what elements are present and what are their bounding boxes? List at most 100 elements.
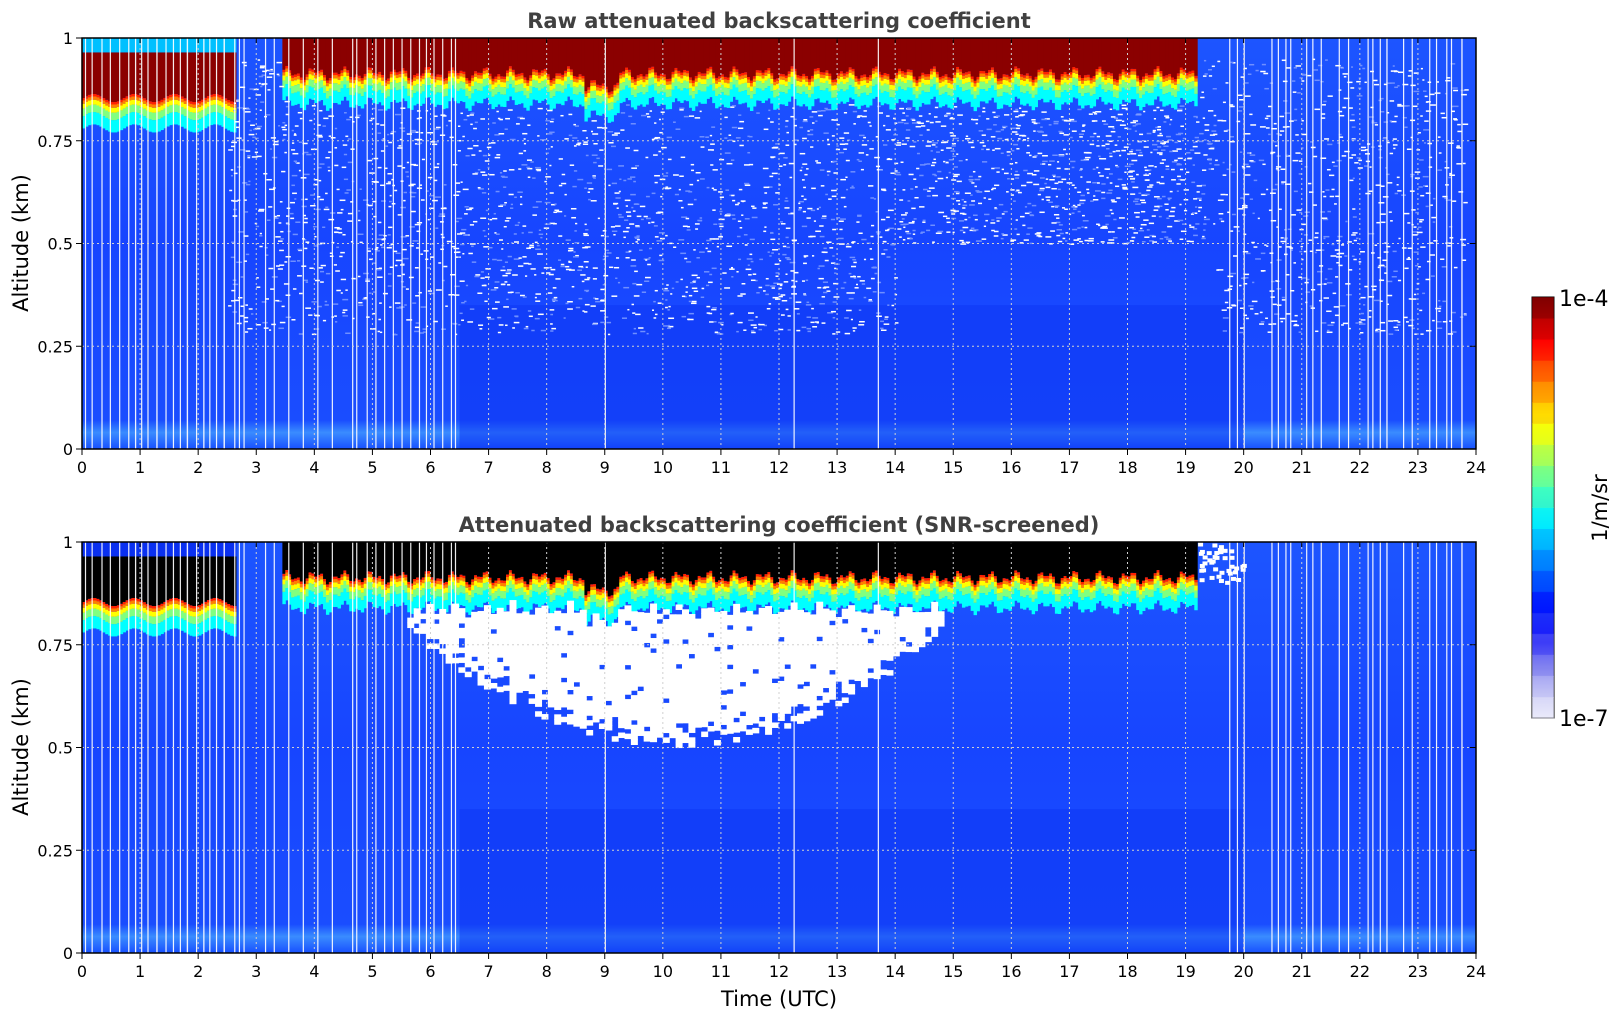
cloud-edge xyxy=(918,76,922,79)
noise-speckle xyxy=(509,138,516,141)
cloud-edge xyxy=(1028,86,1033,94)
cloud-edge xyxy=(558,84,562,92)
noise-speckle xyxy=(813,220,817,222)
noise-speckle xyxy=(1109,108,1113,111)
cloud-edge xyxy=(706,70,710,75)
noise-speckle xyxy=(673,121,676,123)
noise-speckle xyxy=(690,302,697,305)
cloud-edge xyxy=(1115,82,1120,86)
noise-speckle xyxy=(653,137,660,140)
cloud-edge xyxy=(166,106,170,115)
noise-speckle xyxy=(832,160,838,163)
noise-speckle xyxy=(345,289,348,291)
noise-speckle xyxy=(1407,222,1411,224)
cloud-edge xyxy=(921,83,925,91)
cloud-edge xyxy=(938,79,943,83)
cloud-edge xyxy=(360,96,365,109)
noise-speckle xyxy=(1114,117,1117,120)
cloud-edge xyxy=(331,90,336,104)
noise-speckle xyxy=(427,290,432,292)
noise-speckle xyxy=(897,228,902,230)
noise-speckle xyxy=(856,221,860,223)
cloud-edge xyxy=(932,68,937,73)
noise-speckle xyxy=(286,223,291,226)
noise-speckle xyxy=(584,187,587,189)
noise-speckle xyxy=(950,135,956,137)
noise-speckle xyxy=(309,119,313,122)
noise-speckle xyxy=(1015,133,1019,136)
noise-speckle xyxy=(652,309,655,311)
noise-speckle xyxy=(241,139,244,141)
cloud-edge xyxy=(555,75,559,80)
noise-speckle xyxy=(1244,67,1247,70)
noise-speckle xyxy=(768,109,771,112)
above-cloud xyxy=(151,38,156,53)
cloud-edge xyxy=(869,85,873,94)
cloud-edge xyxy=(834,97,838,110)
cloud-edge xyxy=(1156,71,1160,77)
cloud-edge xyxy=(964,82,969,91)
noise-speckle xyxy=(795,280,798,283)
cloud-edge xyxy=(950,84,954,90)
noise-speckle xyxy=(1246,252,1251,255)
noise-speckle xyxy=(1250,308,1254,310)
noise-speckle xyxy=(1058,154,1065,156)
cloud-edge xyxy=(543,71,548,75)
noise-speckle xyxy=(1341,155,1347,157)
noise-speckle xyxy=(1351,66,1354,68)
cloud-edge xyxy=(305,74,310,77)
noise-speckle xyxy=(645,156,649,159)
noise-speckle xyxy=(1144,179,1150,181)
cloud-layer xyxy=(372,38,376,73)
noise-speckle xyxy=(318,267,323,269)
cloud-edge xyxy=(299,95,304,108)
noise-speckle xyxy=(1064,208,1068,210)
noise-speckle xyxy=(1014,228,1018,230)
cloud-edge xyxy=(520,72,524,76)
cloud-edge xyxy=(305,80,310,86)
cloud-edge xyxy=(993,82,998,91)
cloud-edge xyxy=(1142,82,1146,88)
cloud-edge xyxy=(230,112,234,120)
noise-speckle xyxy=(1053,120,1059,123)
noise-speckle xyxy=(1323,283,1327,285)
cloud-edge xyxy=(866,77,870,80)
noise-speckle xyxy=(1389,82,1395,84)
noise-speckle xyxy=(685,286,689,288)
noise-speckle xyxy=(1110,199,1115,201)
cloud-edge xyxy=(895,83,899,91)
noise-speckle xyxy=(1093,195,1096,197)
cloud-edge xyxy=(854,86,858,95)
noise-speckle xyxy=(1119,124,1126,126)
noise-speckle xyxy=(707,250,712,253)
noise-speckle xyxy=(714,331,719,333)
cloud-edge xyxy=(389,77,394,83)
cloud-edge xyxy=(758,88,763,101)
noise-speckle xyxy=(763,230,767,233)
noise-speckle xyxy=(1294,323,1298,326)
cloud-edge xyxy=(1049,87,1053,100)
noise-speckle xyxy=(1090,200,1094,202)
cloud-edge xyxy=(1098,69,1102,73)
cloud-edge xyxy=(601,94,606,102)
noise-speckle xyxy=(886,256,891,258)
noise-speckle xyxy=(658,118,661,121)
cloud-edge xyxy=(1124,89,1128,102)
noise-speckle xyxy=(517,221,521,224)
cloud-edge xyxy=(543,86,548,100)
cloud-edge xyxy=(709,84,713,98)
cloud-edge xyxy=(497,92,501,105)
noise-speckle xyxy=(913,141,917,143)
cloud-edge xyxy=(352,77,356,80)
noise-speckle xyxy=(1016,189,1020,192)
noise-speckle xyxy=(469,114,474,116)
cloud-edge xyxy=(506,88,510,101)
noise-speckle xyxy=(796,329,801,332)
cloud-edge xyxy=(659,84,664,92)
cloud-edge xyxy=(93,99,98,105)
noise-speckle xyxy=(899,107,905,110)
cloud-edge xyxy=(654,78,658,84)
noise-speckle xyxy=(785,120,789,122)
noise-speckle xyxy=(688,300,693,303)
cloud-edge xyxy=(349,87,353,95)
